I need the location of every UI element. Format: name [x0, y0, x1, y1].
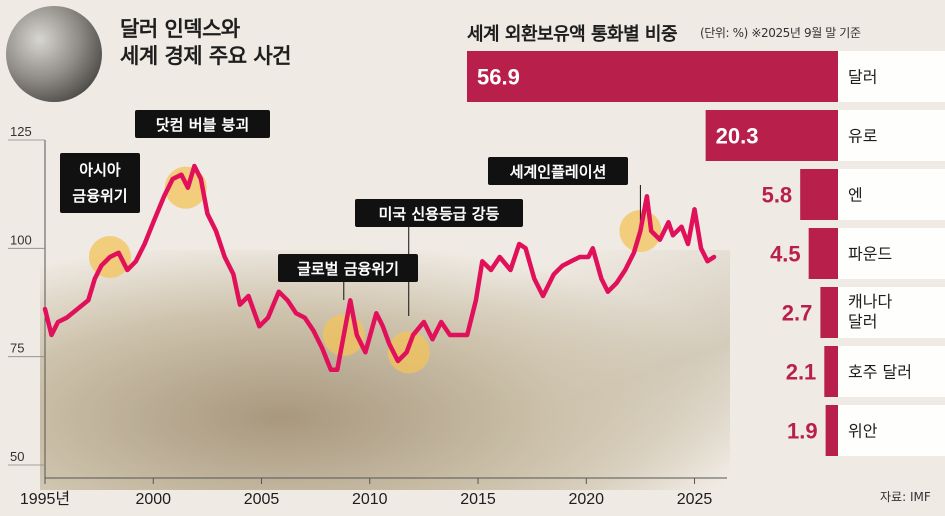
reserve-currency-label: 달러: [848, 68, 877, 87]
reserve-bar: [705, 110, 838, 161]
event-label-box: [278, 254, 418, 282]
reserve-label-cell: [838, 169, 945, 220]
event-label: 닷컴 버블 붕괴: [156, 116, 249, 134]
reserve-label-cell: [838, 346, 945, 397]
reserves-title: 세계 외환보유액 통화별 비중: [467, 24, 678, 45]
x-tick-label: 2025: [677, 491, 713, 508]
reserve-currency-label: 위안: [848, 422, 878, 441]
reserve-value-label: 2.7: [782, 301, 813, 326]
event-label: 세계인플레이션: [510, 163, 607, 181]
reserve-label-cell: [838, 51, 945, 102]
reserve-value-label: 4.5: [770, 242, 801, 267]
reserve-currency-label: 달러: [848, 312, 877, 331]
reserve-bar: [825, 405, 838, 456]
reserve-value-label: 20.3: [716, 124, 759, 149]
x-tick-label: 2005: [244, 491, 280, 508]
globe-image: [6, 6, 102, 102]
reserve-label-cell: [838, 405, 945, 456]
x-tick-label: 2010: [352, 491, 388, 508]
reserve-value-label: 56.9: [477, 65, 520, 90]
reserves-note: (단위: %) ※2025년 9월 말 기준: [700, 26, 861, 40]
y-tick-label: 75: [10, 341, 24, 356]
event-label-box: [135, 110, 270, 138]
reserve-bar: [824, 346, 838, 397]
reserve-label-cell: [838, 287, 945, 338]
dollar-index-line: [42, 163, 717, 372]
x-tick-label: 2000: [135, 491, 171, 508]
x-tick-label: 1995년: [20, 490, 70, 508]
chart-title: 달러 인덱스와 세계 경제 주요 사건: [120, 17, 292, 68]
reserve-currency-label: 호주 달러: [848, 363, 912, 382]
event-label-box: [488, 157, 628, 185]
source-note: 자료: IMF: [880, 490, 931, 504]
x-tick-label: 2020: [568, 491, 604, 508]
event-label: 금융위기: [72, 187, 127, 205]
reserve-value-label: 5.8: [762, 183, 793, 208]
reserve-label-cell: [838, 228, 945, 279]
reserve-bar: [800, 169, 838, 220]
event-label-box: [60, 153, 140, 213]
reserve-label-cell: [838, 110, 945, 161]
x-tick-label: 2015: [460, 491, 496, 508]
reserve-currency-label: 파운드: [848, 245, 892, 264]
reserve-currency-label: 엔: [848, 186, 863, 205]
reserve-value-label: 1.9: [787, 419, 818, 444]
reserve-value-label: 2.1: [786, 360, 817, 385]
y-tick-label: 50: [10, 449, 24, 464]
event-label-box: [355, 199, 523, 227]
reserve-bar: [467, 51, 838, 102]
reserve-bar: [808, 228, 838, 279]
reserve-currency-label: 유로: [848, 127, 877, 146]
banknote-background: [40, 250, 730, 490]
event-label: 미국 신용등급 강등: [379, 205, 500, 223]
y-tick-label: 100: [10, 232, 32, 247]
reserve-currency-label: 캐나다: [848, 292, 892, 311]
event-label: 글로벌 금융위기: [297, 260, 399, 278]
reserve-bar: [820, 287, 838, 338]
y-tick-label: 125: [10, 124, 32, 139]
event-label: 아시아: [79, 161, 121, 179]
